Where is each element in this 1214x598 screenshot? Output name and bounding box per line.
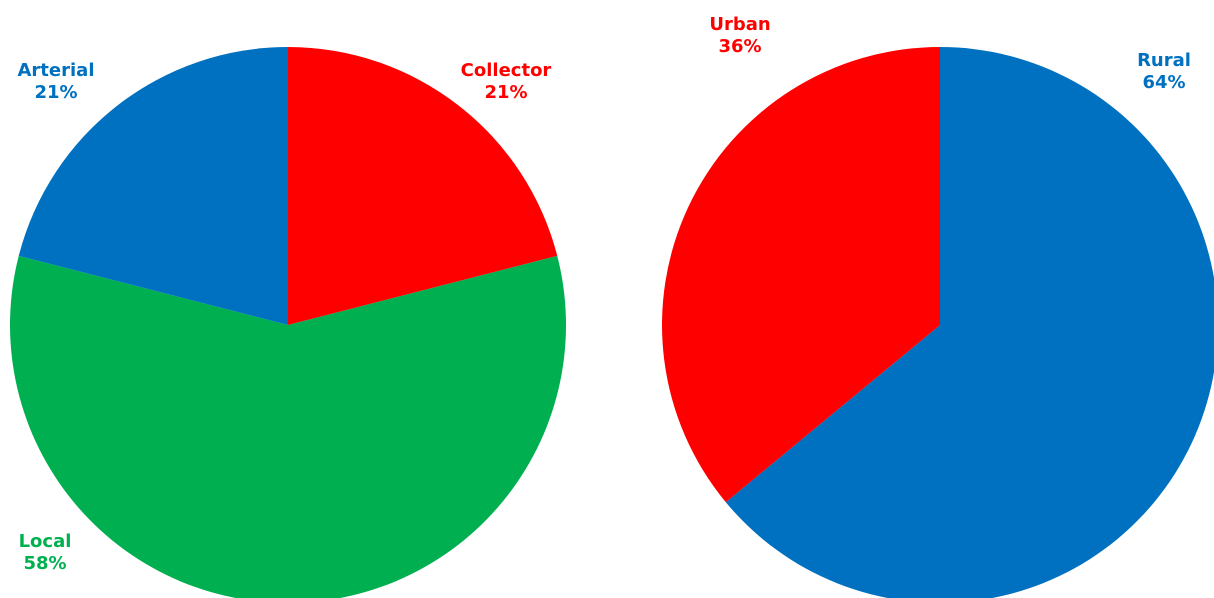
slice-category-label: Urban: [709, 14, 770, 35]
slice-label-urban: Urban 36%: [709, 14, 770, 57]
area-type-pie: Rural 64% Urban 36%: [662, 14, 1214, 598]
slice-label-rural: Rural 64%: [1137, 50, 1191, 93]
slice-label-collector: Collector 21%: [461, 60, 552, 103]
pie-slice-rural: [725, 47, 1214, 598]
slice-category-label: Collector: [461, 60, 552, 81]
road-class-pie: Collector 21%Local 58%Arterial 21%: [10, 47, 566, 598]
slice-percent-label: 21%: [484, 82, 527, 103]
pie-slice-arterial: [18, 47, 288, 325]
slice-percent-label: 64%: [1142, 72, 1185, 93]
slice-label-local: Local 58%: [19, 531, 72, 574]
slice-percent-label: 21%: [34, 82, 77, 103]
pie-slice-collector: [288, 47, 558, 325]
pie-slice-local: [10, 255, 566, 598]
slice-category-label: Rural: [1137, 50, 1191, 71]
slice-label-arterial: Arterial 21%: [18, 60, 95, 103]
pie-slice-urban: [662, 47, 940, 503]
slice-category-label: Local: [19, 531, 72, 552]
slice-percent-label: 58%: [23, 553, 66, 574]
slice-percent-label: 36%: [718, 36, 761, 57]
slice-category-label: Arterial: [18, 60, 95, 81]
